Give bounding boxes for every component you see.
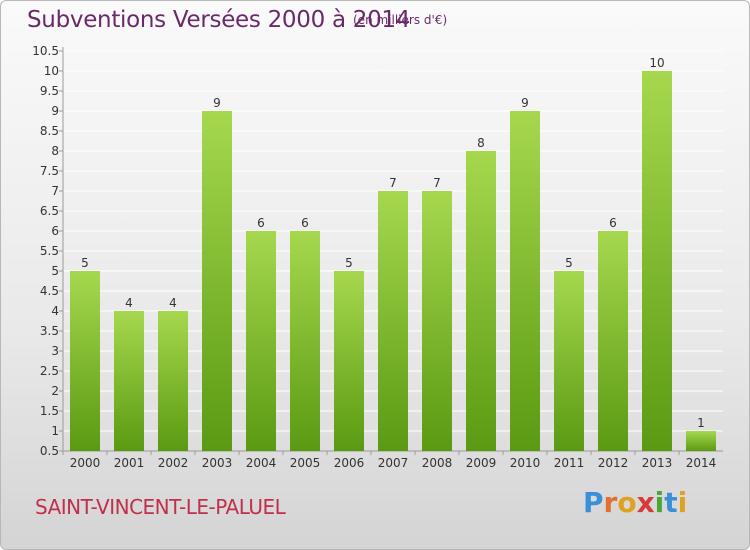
y-tick-label: 1.5	[40, 404, 59, 418]
x-tick-label: 2001	[114, 456, 145, 470]
logo-letter: o	[617, 486, 637, 519]
y-tick-label: 3.5	[40, 324, 59, 338]
y-tick-label: 1	[51, 424, 59, 438]
bar	[246, 231, 276, 451]
bar	[70, 271, 100, 451]
y-tick-label: 9	[51, 104, 59, 118]
bar-value-label: 5	[345, 256, 353, 270]
bar-value-label: 5	[81, 256, 89, 270]
bar-value-label: 4	[125, 296, 133, 310]
x-tick-label: 2000	[70, 456, 101, 470]
y-tick-label: 6	[51, 224, 59, 238]
logo-letter: x	[636, 486, 655, 519]
logo-letter: i	[677, 486, 688, 519]
x-tick-label: 2009	[466, 456, 497, 470]
bar	[114, 311, 144, 451]
bar	[598, 231, 628, 451]
x-tick-label: 2008	[422, 456, 453, 470]
y-tick-label: 5.5	[40, 244, 59, 258]
y-tick-label: 0.5	[40, 444, 59, 458]
x-tick-label: 2014	[686, 456, 717, 470]
bar	[202, 111, 232, 451]
logo-letter: r	[603, 486, 618, 519]
proxiti-logo[interactable]: Proxiti	[583, 486, 687, 519]
y-tick-label: 5	[51, 264, 59, 278]
x-tick-label: 2002	[158, 456, 189, 470]
logo-letter: P	[583, 486, 604, 519]
bar	[642, 71, 672, 451]
bar-value-label: 4	[169, 296, 177, 310]
y-tick-label: 10	[44, 64, 59, 78]
y-tick-label: 4	[51, 304, 59, 318]
y-tick-label: 6.5	[40, 204, 59, 218]
bar-value-label: 6	[257, 216, 265, 230]
bar-value-label: 8	[477, 136, 485, 150]
bar	[510, 111, 540, 451]
bar	[378, 191, 408, 451]
x-tick-label: 2005	[290, 456, 321, 470]
bar-value-label: 7	[433, 176, 441, 190]
y-tick-label: 2.5	[40, 364, 59, 378]
x-tick-label: 2007	[378, 456, 409, 470]
x-tick-label: 2004	[246, 456, 277, 470]
bar	[290, 231, 320, 451]
y-tick-label: 9.5	[40, 84, 59, 98]
y-tick-label: 7	[51, 184, 59, 198]
logo-letter: i	[654, 486, 665, 519]
y-tick-label: 7.5	[40, 164, 59, 178]
y-tick-label: 8.5	[40, 124, 59, 138]
logo-letter: t	[664, 486, 678, 519]
y-tick-label: 2	[51, 384, 59, 398]
y-tick-label: 8	[51, 144, 59, 158]
x-tick-label: 2006	[334, 456, 365, 470]
bars	[70, 71, 716, 451]
x-tick-label: 2003	[202, 456, 233, 470]
y-tick-label: 3	[51, 344, 59, 358]
x-tick-label: 2011	[554, 456, 585, 470]
bar	[554, 271, 584, 451]
bar	[158, 311, 188, 451]
chart-subtitle: (en milliers d'€)	[353, 13, 448, 27]
bar	[422, 191, 452, 451]
bar-value-label: 7	[389, 176, 397, 190]
bar	[686, 431, 716, 451]
x-tick-label: 2010	[510, 456, 541, 470]
x-tick-label: 2013	[642, 456, 673, 470]
bar-value-label: 5	[565, 256, 573, 270]
bar-value-label: 9	[213, 96, 221, 110]
bar-value-label: 1	[697, 416, 705, 430]
bar	[466, 151, 496, 451]
bar-value-label: 10	[649, 56, 664, 70]
commune-name: SAINT-VINCENT-LE-PALUEL	[35, 495, 286, 519]
x-tick-label: 2012	[598, 456, 629, 470]
bar	[334, 271, 364, 451]
labels: 0.5 1 1.5 2 2.5 3 3.5 4 4.5 5 5.5 6 6.5 7 7.5 8 8.5 9 9.5 1…	[32, 44, 716, 470]
y-tick-label: 10.5	[32, 44, 59, 58]
y-tick-label: 4.5	[40, 284, 59, 298]
bar-value-label: 6	[609, 216, 617, 230]
chart-title: Subventions Versées 2000 à 2014	[27, 7, 411, 33]
bar-value-label: 6	[301, 216, 309, 230]
bar-value-label: 9	[521, 96, 529, 110]
